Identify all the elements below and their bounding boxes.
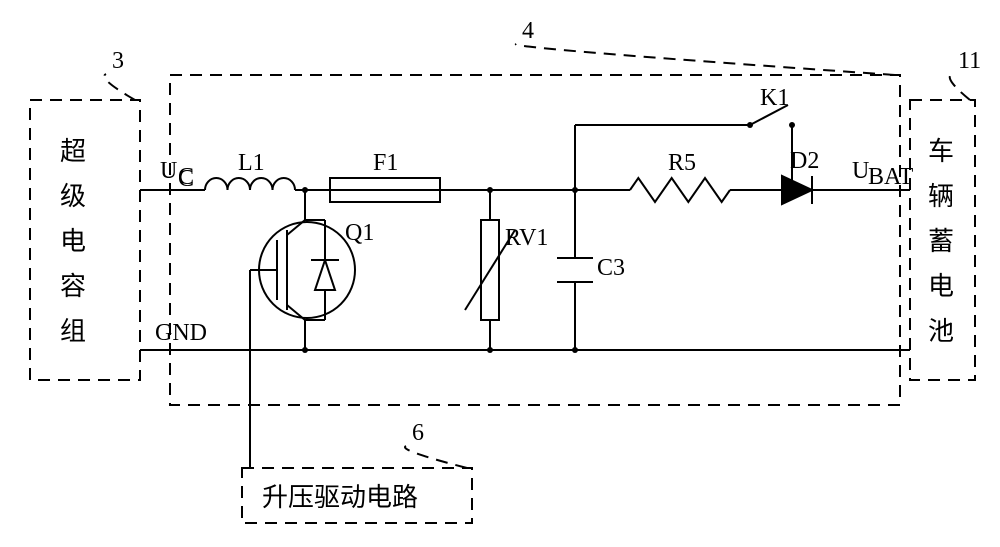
svg-text:11: 11	[958, 48, 981, 74]
svg-text:L1: L1	[238, 150, 265, 176]
svg-text:3: 3	[112, 48, 124, 74]
svg-text:D2: D2	[790, 148, 819, 174]
svg-text:辆: 辆	[928, 182, 954, 211]
svg-text:电: 电	[60, 227, 86, 256]
svg-text:C3: C3	[597, 255, 625, 281]
svg-text:R5: R5	[668, 150, 696, 176]
svg-text:4: 4	[522, 18, 534, 44]
svg-text:容: 容	[60, 272, 86, 301]
svg-text:级: 级	[60, 182, 86, 211]
svg-text:U: U	[160, 158, 177, 184]
svg-text:K1: K1	[760, 85, 789, 111]
svg-text:RV1: RV1	[505, 225, 548, 251]
svg-text:组: 组	[60, 317, 86, 346]
svg-text:C: C	[178, 164, 194, 190]
svg-text:U: U	[852, 158, 869, 184]
svg-text:6: 6	[412, 420, 424, 446]
svg-text:电: 电	[928, 272, 954, 301]
svg-text:超: 超	[60, 137, 86, 166]
svg-text:F1: F1	[373, 150, 398, 176]
svg-text:蓄: 蓄	[928, 227, 954, 256]
svg-text:车: 车	[928, 137, 954, 166]
svg-text:GND: GND	[155, 320, 207, 346]
svg-text:升压驱动电路: 升压驱动电路	[262, 483, 418, 512]
svg-text:BAT: BAT	[868, 164, 914, 190]
svg-text:池: 池	[928, 317, 954, 346]
svg-text:Q1: Q1	[345, 220, 374, 246]
